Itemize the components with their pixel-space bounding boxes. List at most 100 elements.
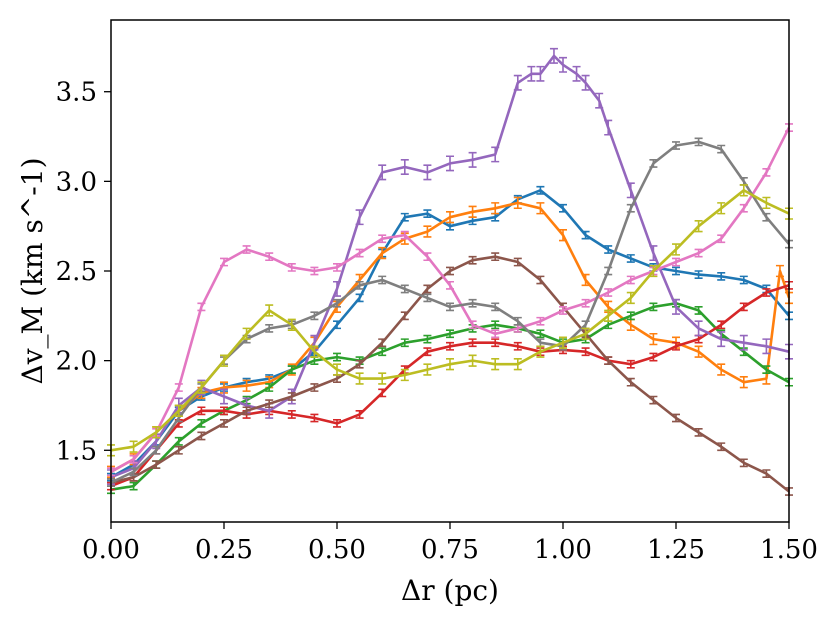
error-bar-gray xyxy=(423,293,432,303)
error-bar-brown xyxy=(491,252,500,262)
error-bar-brown xyxy=(242,406,251,416)
error-bar-brown xyxy=(446,266,454,276)
error-bar-pink xyxy=(536,316,545,326)
error-bar-orange xyxy=(468,205,477,219)
error-bar-gray xyxy=(694,137,703,147)
error-bar-blue xyxy=(672,266,680,276)
error-bar-pink xyxy=(604,288,613,297)
error-bar-green xyxy=(400,338,409,348)
error-bar-olive xyxy=(468,354,477,367)
x-tick-label: 1.50 xyxy=(760,535,818,565)
error-bar-pink xyxy=(446,280,454,290)
error-bar-gray xyxy=(604,266,613,276)
error-bar-red xyxy=(468,338,477,348)
error-bar-pink xyxy=(423,252,432,262)
error-bar-green xyxy=(536,329,545,339)
error-bar-red xyxy=(287,410,296,419)
error-bar-purple xyxy=(513,74,522,91)
error-bar-brown xyxy=(310,383,319,392)
y-tick-label: 2.0 xyxy=(56,347,97,377)
error-bar-gray xyxy=(626,203,635,213)
error-bar-purple xyxy=(446,155,454,172)
error-bar-gray xyxy=(265,323,274,333)
error-bar-pink xyxy=(333,263,341,272)
error-bar-olive xyxy=(672,243,680,256)
error-bar-orange xyxy=(581,273,590,287)
error-bar-green xyxy=(423,334,432,344)
error-bar-pink xyxy=(242,245,251,254)
error-bar-pink xyxy=(762,168,771,177)
error-bar-pink xyxy=(581,298,590,308)
series-red xyxy=(107,280,793,491)
error-bar-brown xyxy=(694,427,703,437)
error-bar-blue xyxy=(581,230,590,240)
error-bar-orange xyxy=(491,202,500,215)
error-bar-purple xyxy=(355,209,364,226)
error-bar-purple xyxy=(491,146,500,163)
error-bar-blue xyxy=(717,271,726,281)
error-bar-green xyxy=(129,481,138,491)
error-bar-gray xyxy=(400,284,409,294)
error-bar-red xyxy=(513,341,522,351)
error-bar-olive xyxy=(717,202,726,215)
series-green xyxy=(107,298,793,495)
error-bar-olive xyxy=(220,354,228,367)
error-bar-purple xyxy=(423,164,432,181)
error-bar-green xyxy=(287,365,296,374)
error-bar-green xyxy=(649,302,658,312)
error-bar-blue xyxy=(333,320,341,330)
error-bar-purple xyxy=(220,388,228,405)
error-bar-pink xyxy=(717,234,726,244)
error-bar-pink xyxy=(129,454,138,464)
error-bar-olive xyxy=(604,309,613,322)
error-bar-pink xyxy=(626,275,635,285)
error-bar-green xyxy=(491,320,500,330)
error-bar-green xyxy=(694,306,703,315)
error-bar-red xyxy=(310,413,319,423)
error-bar-olive xyxy=(174,404,183,418)
error-bar-olive xyxy=(739,184,748,197)
error-bar-blue xyxy=(626,254,635,263)
error-bar-red xyxy=(220,406,228,416)
error-bar-olive xyxy=(513,358,522,371)
error-bar-blue xyxy=(604,245,613,254)
error-bar-green xyxy=(265,383,274,392)
error-bar-brown xyxy=(717,442,726,452)
error-bar-pink xyxy=(174,383,183,392)
error-bar-brown xyxy=(626,377,635,387)
error-bar-brown xyxy=(513,257,522,267)
y-tick-label: 2.5 xyxy=(56,257,97,287)
error-bar-red xyxy=(626,359,635,369)
error-bar-blue xyxy=(559,203,567,213)
error-bar-pink xyxy=(265,252,274,262)
error-bar-orange xyxy=(423,225,432,238)
error-bar-green xyxy=(174,436,183,446)
x-tick-label: 0.00 xyxy=(82,535,140,565)
error-bar-olive xyxy=(265,304,274,317)
error-bar-gray xyxy=(672,141,680,150)
error-bar-olive xyxy=(536,345,545,358)
error-bar-pink xyxy=(672,257,680,267)
error-bar-pink xyxy=(378,234,387,244)
error-bar-orange xyxy=(694,345,703,358)
error-bar-orange xyxy=(513,196,522,210)
error-bar-pink xyxy=(559,306,567,315)
x-tick-label: 0.50 xyxy=(308,535,366,565)
error-bar-orange xyxy=(739,375,748,389)
error-bar-blue xyxy=(694,270,703,279)
error-bar-red xyxy=(378,388,387,398)
error-bar-purple xyxy=(378,164,387,181)
error-bar-red xyxy=(197,406,206,416)
series-line-gray xyxy=(110,140,790,484)
series-olive xyxy=(107,184,793,457)
error-bar-gray xyxy=(468,298,477,308)
error-bar-pink xyxy=(468,320,477,330)
error-bar-orange xyxy=(536,202,545,215)
series-pink xyxy=(107,123,793,477)
error-bar-orange xyxy=(559,228,567,242)
error-bar-red xyxy=(739,302,748,312)
error-bar-purple xyxy=(468,151,477,168)
error-bar-red xyxy=(717,320,726,330)
error-bar-pink xyxy=(197,302,206,312)
error-bar-gray xyxy=(310,311,319,321)
